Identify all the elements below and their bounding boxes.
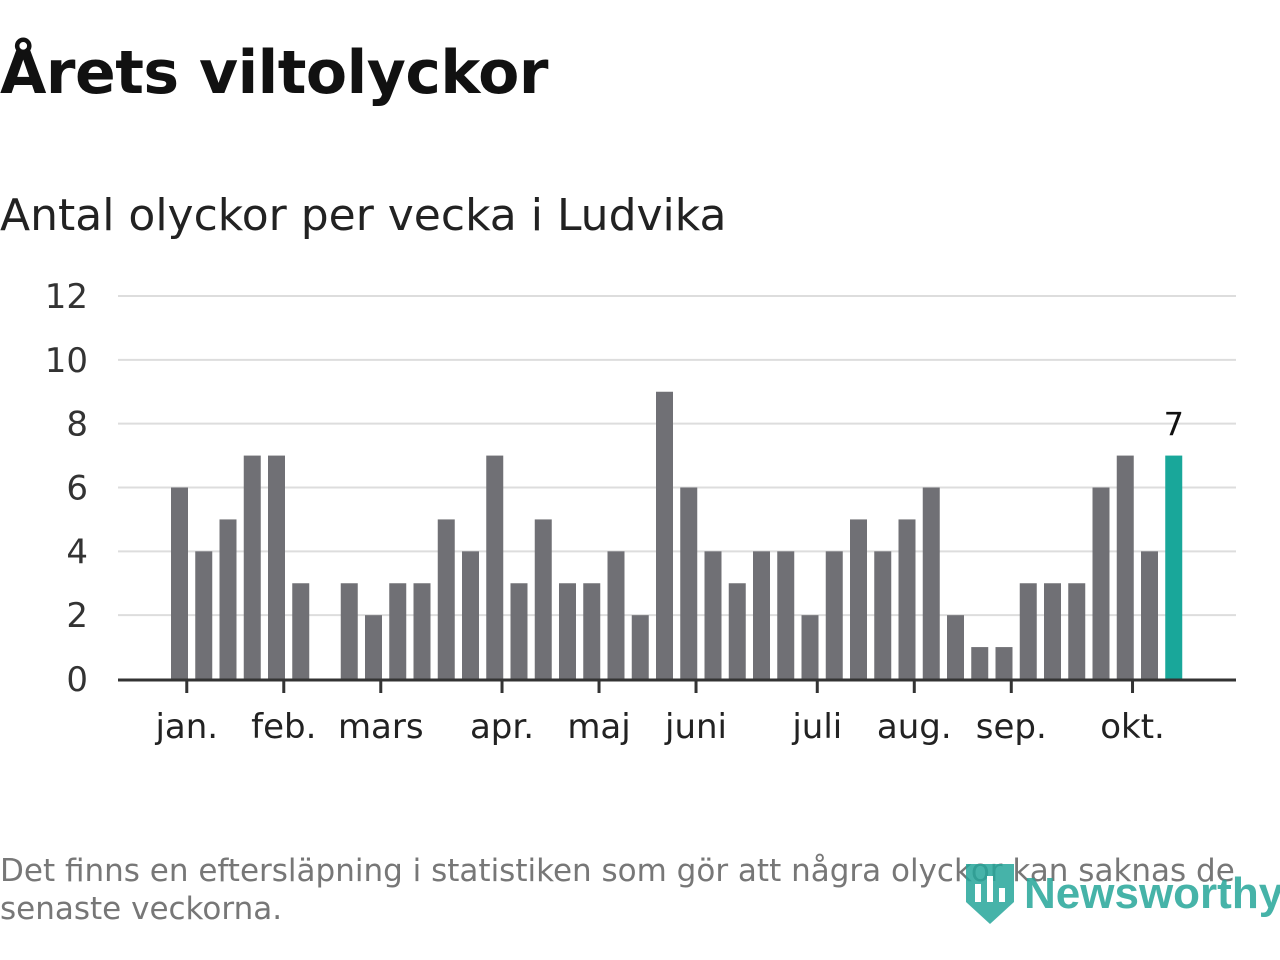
y-tick-label: 4 <box>66 532 88 572</box>
y-tick-label: 2 <box>66 596 88 636</box>
x-tick-label: juli <box>791 707 842 747</box>
bar <box>1116 455 1134 679</box>
brand-logo: Newsworthy <box>964 862 1280 926</box>
bar <box>365 615 382 679</box>
bar <box>777 551 795 679</box>
bar <box>680 487 698 679</box>
bar <box>1019 583 1037 679</box>
highlight-bar-label: 7 <box>1164 406 1184 444</box>
brand-name: Newsworthy <box>1024 869 1280 918</box>
bar <box>268 455 285 679</box>
y-tick-label: 6 <box>66 469 88 509</box>
x-tick-label: mars <box>338 707 424 747</box>
bar <box>656 391 673 679</box>
footnote: Det finns en eftersläpning i statistiken… <box>0 853 1235 927</box>
bar <box>1044 583 1061 679</box>
bar <box>898 519 916 679</box>
bar <box>631 615 649 679</box>
bar <box>486 455 504 679</box>
bar <box>607 551 625 679</box>
x-axis: jan. feb. mars apr. maj juni juli aug. sep. okt. <box>118 678 1236 747</box>
bar <box>583 583 601 679</box>
bar <box>874 551 892 679</box>
y-axis-ticks: 0 2 4 6 8 10 12 <box>45 277 88 700</box>
highlighted-bar <box>1165 455 1183 679</box>
x-tick-label: jan. <box>154 707 218 747</box>
chart-subtitle: Antal olyckor per vecka i Ludvika <box>0 190 727 241</box>
bar <box>922 487 940 679</box>
bar <box>243 455 261 679</box>
bar <box>704 551 722 679</box>
bar <box>389 583 407 679</box>
bar <box>559 583 576 679</box>
bar <box>195 551 213 679</box>
bar <box>510 583 528 679</box>
y-tick-label: 0 <box>66 660 88 700</box>
bar <box>850 519 867 679</box>
bar <box>825 551 843 679</box>
x-tick-label: juni <box>664 707 727 747</box>
grid-lines <box>118 295 1236 617</box>
x-tick-label: feb. <box>251 707 316 747</box>
bar-chart: 0 2 4 6 8 10 12 jan. feb. mars apr. maj juni juli aug… <box>45 277 1236 747</box>
bar <box>995 647 1013 679</box>
bar <box>1068 583 1086 679</box>
x-tick-label: sep. <box>976 707 1047 747</box>
bars <box>171 391 1183 679</box>
bar <box>971 647 989 679</box>
bar <box>340 583 358 679</box>
bar-labels: 7 <box>1164 406 1184 444</box>
bar <box>413 583 431 679</box>
bar <box>1092 487 1110 679</box>
bar <box>801 615 819 679</box>
y-tick-label: 12 <box>45 277 88 317</box>
bar <box>219 519 237 679</box>
bar-chart-shield-icon <box>966 864 1014 924</box>
bar <box>1141 551 1158 679</box>
bar <box>947 615 964 679</box>
y-tick-label: 10 <box>45 341 88 381</box>
bar <box>462 551 479 679</box>
chart-title: Årets viltolyckor <box>0 38 549 108</box>
bar <box>292 583 310 679</box>
y-tick-label: 8 <box>66 405 88 445</box>
bar <box>728 583 746 679</box>
bar <box>171 487 188 679</box>
x-tick-label: aug. <box>877 707 952 747</box>
bar <box>534 519 552 679</box>
x-tick-label: okt. <box>1100 707 1165 747</box>
bar <box>437 519 455 679</box>
x-tick-label: maj <box>567 707 630 747</box>
x-tick-label: apr. <box>470 707 534 747</box>
bar <box>753 551 770 679</box>
